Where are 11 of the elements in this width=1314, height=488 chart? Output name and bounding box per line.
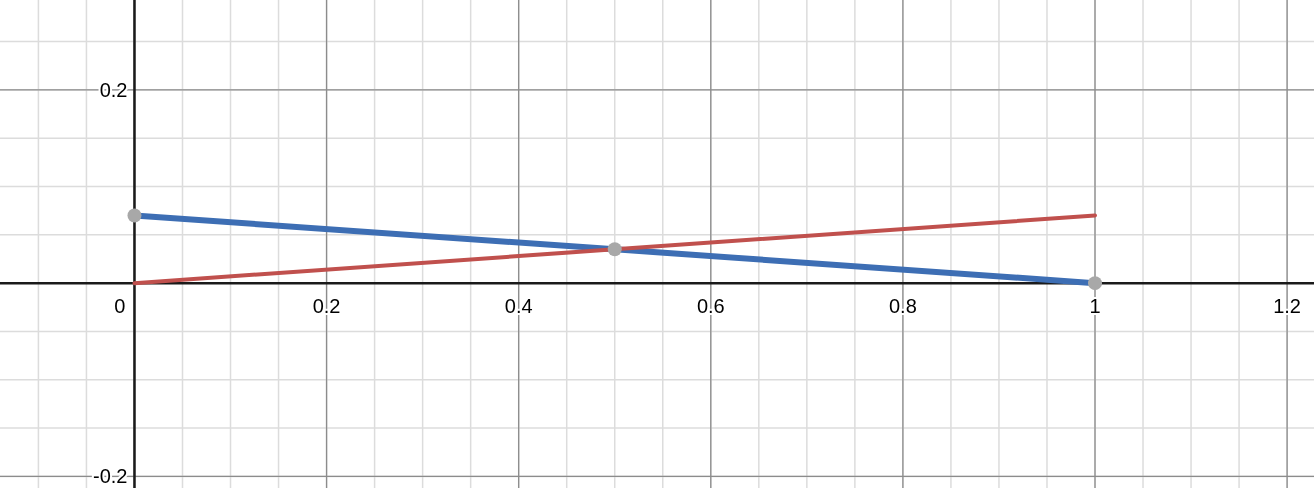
- x-tick-label: 0.4: [504, 295, 533, 318]
- x-tick-label: 0: [114, 295, 126, 318]
- point: [127, 208, 142, 223]
- x-tick-label: 0.8: [888, 295, 917, 318]
- x-tick-label: 0.2: [312, 295, 341, 318]
- point: [607, 242, 622, 257]
- x-tick-label: 1: [1089, 295, 1101, 318]
- x-tick-label: 0.6: [696, 295, 725, 318]
- point: [1088, 276, 1102, 291]
- y-tick-label: -0.2: [93, 465, 128, 488]
- x-tick-label: 1.2: [1273, 295, 1302, 318]
